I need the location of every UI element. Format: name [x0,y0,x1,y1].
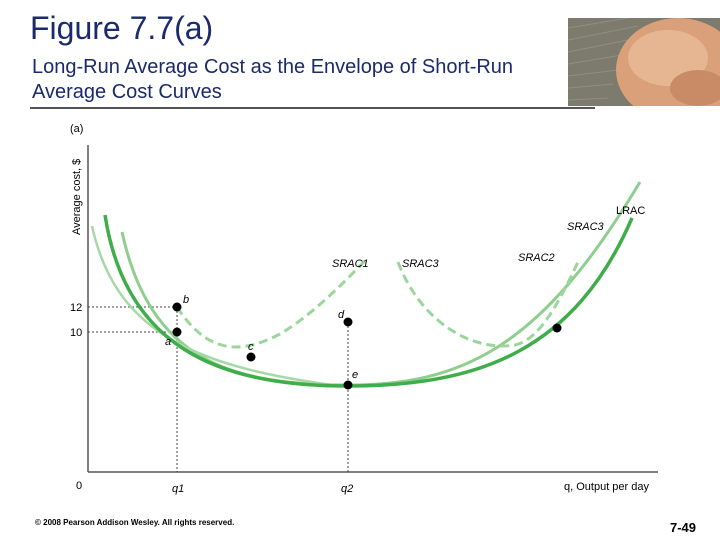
point-d [343,317,353,327]
point-e-label: e [352,369,358,381]
slide-subtitle: Long-Run Average Cost as the Envelope of… [32,56,514,103]
point-b [172,302,182,312]
srac3-dashed-curve [396,261,580,348]
origin-label: 0 [76,480,82,492]
y-tick-10: 10 [70,327,82,339]
copyright-footer: © 2008 Pearson Addison Wesley. All right… [35,518,235,527]
slide-title: Figure 7.7(a) [30,10,214,46]
point-lrac-tangent [552,323,562,333]
x-axis-label: q, Output per day [564,481,649,493]
srac3-mid-label: SRAC3 [402,258,440,270]
srac1-label: SRAC1 [332,258,369,270]
x-tick-q2: q2 [341,483,353,495]
x-tick-q1: q1 [172,483,184,495]
guide-lines [88,306,349,472]
x-tick-q2-text: q2 [341,483,353,495]
lrac-label: LRAC [616,205,645,217]
point-e [343,380,353,390]
point-a-label: a [165,336,171,348]
panel-label: (a) [70,123,83,135]
point-d-label: d [338,309,345,321]
title-divider [30,107,595,109]
srac1-dashed-curve [175,256,370,349]
point-b-label: b [183,294,189,306]
slide-number: 7-49 [670,520,697,535]
x-tick-q1-text: q1 [172,483,184,495]
y-tick-12: 12 [70,302,82,314]
srac3-right-label: SRAC3 [567,221,605,233]
point-c [246,352,256,362]
point-a [172,327,182,337]
srac2-label: SRAC2 [518,252,555,264]
decorative-photo [568,18,720,106]
y-axis-label: Average cost, $ [71,159,83,235]
srac1-left-curve [90,225,349,389]
point-c-label: c [248,341,254,353]
